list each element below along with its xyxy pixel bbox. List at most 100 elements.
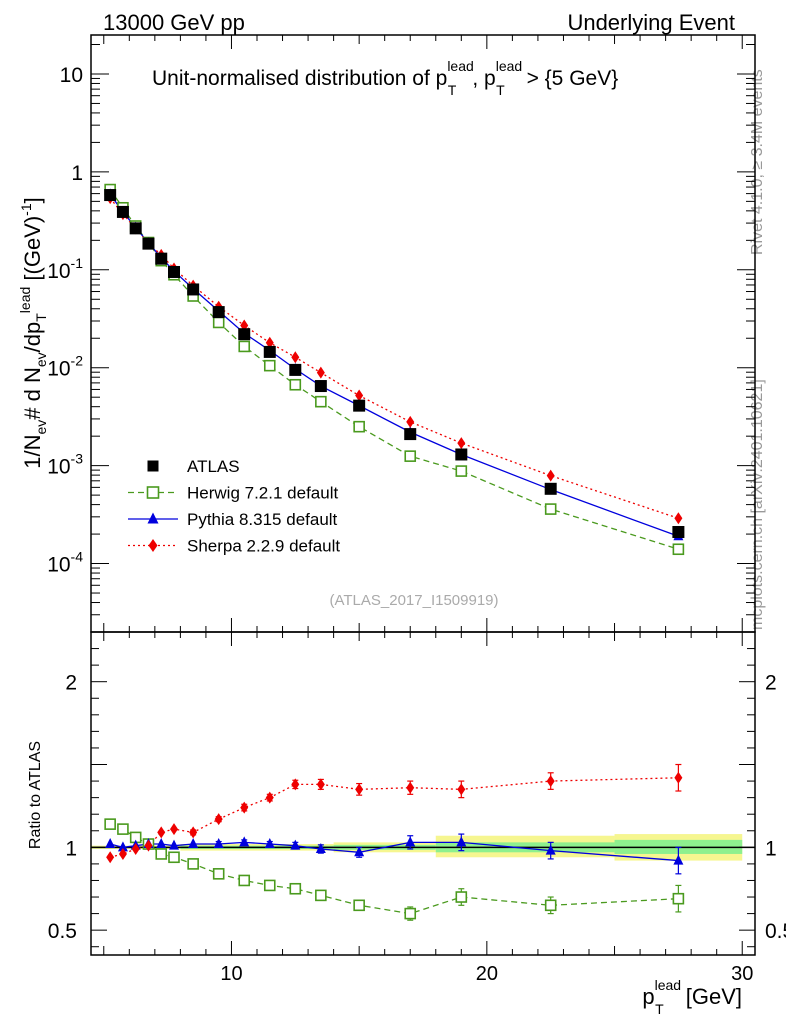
ratio-point-sherpa: [131, 842, 140, 855]
ratio-line-herwig: [109, 823, 679, 915]
ratio-point-herwig: [168, 851, 180, 864]
main-point-atlas: [116, 205, 129, 218]
series-markers: [104, 183, 685, 921]
main-point-herwig: [544, 503, 557, 515]
ratio-point-pythia: [354, 846, 365, 857]
ratio-point-pythia: [456, 836, 467, 847]
ratio-point-herwig: [187, 858, 199, 870]
main-point-atlas: [404, 428, 417, 441]
ratio-point-herwig: [544, 899, 557, 912]
ratio-point-sherpa: [406, 781, 415, 794]
main-point-atlas: [455, 448, 468, 461]
main-point-herwig: [289, 378, 302, 391]
ratio-point-pythia: [290, 839, 301, 850]
ratio-point-sherpa: [355, 783, 364, 796]
ratio-point-herwig: [212, 868, 225, 880]
ratio-point-pythia: [156, 838, 167, 849]
rivet-label: Rivet 4.1.0, ≥ 3.4M events: [749, 69, 766, 255]
legend-marker-sherpa: [148, 539, 158, 552]
legend-marker-atlas: [147, 460, 159, 472]
ratio-point-herwig: [263, 879, 276, 892]
ratio-y-tick-label: 2: [65, 672, 77, 695]
legend-label-sherpa: Sherpa 2.2.9 default: [187, 537, 340, 556]
main-point-atlas: [263, 345, 276, 358]
y-tick-label: 10-1: [47, 255, 83, 283]
main-point-sherpa: [674, 512, 683, 525]
main-point-sherpa: [265, 336, 274, 349]
ratio-y-tick-label-right: 2: [765, 672, 777, 695]
y-tick-label: 1: [71, 162, 83, 185]
main-point-atlas: [155, 252, 168, 265]
main-point-herwig: [404, 450, 417, 462]
main-point-atlas: [353, 399, 366, 412]
x-tick-label: 30: [731, 963, 753, 985]
main-point-sherpa: [406, 415, 415, 428]
ratio-point-sherpa: [106, 851, 115, 864]
chart-title: Unit-normalised distribution of plead T, …: [152, 58, 618, 98]
main-point-herwig: [315, 395, 327, 408]
main-point-atlas: [129, 222, 142, 235]
ratio-point-sherpa: [674, 771, 683, 784]
main-point-herwig: [353, 420, 365, 433]
main-point-herwig: [238, 340, 251, 353]
ratio-point-sherpa: [170, 823, 178, 836]
ratio-point-pythia: [315, 842, 326, 853]
ratio-point-pythia: [105, 838, 116, 849]
legend-marker-herwig: [146, 486, 160, 499]
analysis-tag: (ATLAS_2017_I1509919): [329, 592, 498, 609]
header-right: Underlying Event: [567, 10, 735, 35]
header-left: 13000 GeV pp: [103, 10, 245, 35]
ratio-point-herwig: [455, 891, 468, 903]
main-point-sherpa: [291, 351, 300, 364]
ratio-point-pythia: [169, 839, 179, 850]
main-point-atlas: [187, 283, 200, 296]
main-point-sherpa: [457, 437, 466, 450]
ratio-point-sherpa: [118, 847, 127, 860]
y-tick-label: 10-3: [47, 451, 83, 479]
ratio-point-herwig: [289, 882, 302, 895]
axes-layer: 10 20 30 10-4 10-3 10-2 10-1 1 10 0.5 0.5 1 1 2 2: [47, 34, 786, 985]
ratio-point-herwig: [238, 874, 251, 887]
ratio-point-sherpa: [265, 791, 274, 804]
ratio-point-herwig: [104, 818, 116, 830]
ratio-point-pythia: [405, 836, 416, 847]
ratio-point-herwig: [155, 848, 168, 860]
ratio-point-herwig: [404, 907, 417, 920]
ratio-point-sherpa: [189, 826, 198, 839]
main-point-atlas: [168, 265, 180, 278]
legend-label-atlas: ATLAS: [187, 457, 240, 476]
legend: ATLAS Herwig 7.2.1 default Pythia 8.315 de…: [128, 457, 340, 556]
ratio-point-pythia: [117, 841, 128, 852]
main-point-atlas: [672, 526, 685, 539]
ratio-y-tick-label: 0.5: [48, 920, 77, 943]
ratio-y-tick-label-right: 0.5: [765, 920, 786, 943]
xaxis-title: plead T [GeV]: [642, 977, 742, 1017]
ratio-point-pythia: [545, 844, 556, 855]
mcplots-label: mcplots.cern.ch [arXiv:2401.10621]: [749, 379, 766, 630]
main-point-sherpa: [546, 469, 555, 482]
ratio-point-herwig: [353, 899, 365, 912]
main-point-atlas: [104, 189, 117, 202]
ratio-point-herwig: [672, 892, 685, 905]
main-point-atlas: [544, 482, 557, 495]
ratio-point-sherpa: [457, 783, 466, 796]
main-point-atlas: [289, 363, 302, 376]
ratio-point-sherpa: [240, 801, 249, 814]
main-point-herwig: [263, 359, 276, 372]
main-point-herwig: [455, 465, 468, 477]
main-point-herwig: [212, 316, 225, 329]
legend-marker-pythia: [147, 512, 159, 524]
main-line-herwig: [109, 189, 679, 550]
y-tick-label: 10-2: [47, 353, 83, 381]
ratio-point-pythia: [188, 838, 199, 849]
ratio-point-herwig: [117, 823, 129, 835]
main-point-atlas: [212, 306, 225, 319]
legend-label-pythia: Pythia 8.315 default: [187, 510, 338, 529]
main-point-atlas: [238, 328, 251, 341]
ratio-point-sherpa: [546, 775, 555, 788]
ratio-y-tick-label: 1: [65, 837, 77, 860]
main-point-sherpa: [355, 389, 364, 402]
ratio-point-sherpa: [316, 778, 325, 791]
ratio-point-sherpa: [291, 778, 300, 791]
